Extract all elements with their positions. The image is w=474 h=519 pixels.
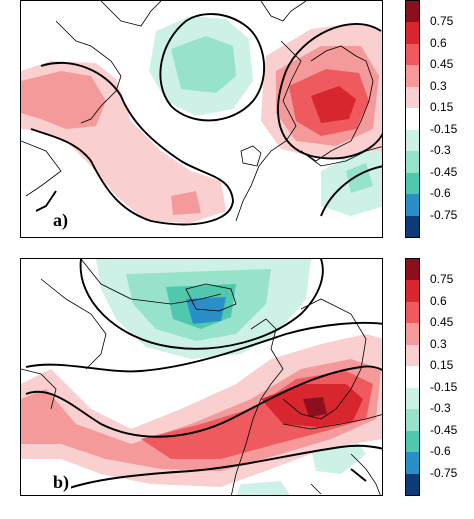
colorbar-tick-label: -0.6 bbox=[430, 444, 451, 459]
colorbar-segment bbox=[406, 430, 419, 453]
colorbar-tick-label: 0.3 bbox=[430, 78, 447, 93]
coastlines-b bbox=[21, 259, 382, 495]
colorbar-tick-label: 0.15 bbox=[430, 100, 454, 115]
colorbar-segment bbox=[406, 1, 419, 23]
colorbar-segment bbox=[406, 473, 419, 495]
colorbar-tick-label: -0.75 bbox=[430, 207, 458, 222]
map-panel-a: a) 0.75 0.6 0.45 0.3 0.15 -0.15 -0.3 -0.45 -0.6 -… bbox=[0, 0, 474, 246]
colorbar-tick-label: -0.75 bbox=[430, 465, 458, 480]
colorbar-tick-label: 0.6 bbox=[430, 35, 447, 50]
colorbar-segment bbox=[406, 172, 419, 195]
colorbar-segment bbox=[406, 194, 419, 216]
positive-anomaly-med-peak bbox=[303, 397, 327, 417]
colorbar-tick-label: 0.3 bbox=[430, 336, 447, 351]
colorbar-tick-label: -0.3 bbox=[430, 143, 451, 158]
positive-anomaly-azores bbox=[171, 191, 201, 215]
colorbar-segment bbox=[406, 43, 419, 66]
contours-a bbox=[30, 13, 382, 226]
colorbar-tick-label: 0.75 bbox=[430, 272, 454, 287]
colorbar-tick-label: 0.45 bbox=[430, 57, 454, 72]
colorbar-tick-label: -0.45 bbox=[430, 422, 458, 437]
panel-label-a: a) bbox=[51, 210, 70, 230]
colorbar-segment bbox=[406, 452, 419, 474]
colorbar-tick-label: -0.3 bbox=[430, 401, 451, 416]
colorbar-segment bbox=[406, 323, 419, 345]
colorbar-tick-label: 0.45 bbox=[430, 315, 454, 330]
colorbar-segment bbox=[406, 366, 419, 388]
contours-b bbox=[25, 259, 382, 492]
colorbar-segment bbox=[406, 280, 419, 302]
colorbar-segment bbox=[406, 301, 419, 324]
colorbar-segment bbox=[406, 151, 419, 173]
colorbar-segment bbox=[406, 259, 419, 281]
colorbar-tick-label: 0.75 bbox=[430, 14, 454, 29]
colorbar-tick-label: -0.15 bbox=[430, 121, 458, 136]
colorbar-tick-label: -0.15 bbox=[430, 379, 458, 394]
coastlines-a bbox=[21, 1, 382, 222]
panel-label-b: b) bbox=[51, 472, 72, 492]
colorbar-segment bbox=[406, 22, 419, 44]
colorbar-segment bbox=[406, 409, 419, 431]
colorbar-segment bbox=[406, 344, 419, 367]
positive-anomaly-west-core bbox=[21, 71, 106, 129]
colorbar-tick-label: -0.45 bbox=[430, 164, 458, 179]
negative-anomaly-iceland-peak bbox=[186, 297, 226, 324]
negative-anomaly-south bbox=[236, 481, 290, 495]
map-panel-b: b) 0.75 0.6 0.45 0.3 0.15 -0.15 -0.3 -0.45 -0.6 -… bbox=[0, 258, 474, 504]
positive-anomaly-europe-peak bbox=[311, 86, 356, 123]
map-a-graphic bbox=[21, 1, 382, 226]
colorbar-segment bbox=[406, 108, 419, 130]
colorbar-tick-label: 0.15 bbox=[430, 358, 454, 373]
colorbar-segment bbox=[406, 387, 419, 410]
colorbar-segment bbox=[406, 215, 419, 237]
colorbar-segment bbox=[406, 129, 419, 152]
negative-anomaly-iceland-core bbox=[171, 36, 236, 93]
colorbar-a bbox=[405, 0, 420, 238]
colorbar-segment bbox=[406, 86, 419, 109]
colorbar-tick-label: -0.6 bbox=[430, 186, 451, 201]
colorbar-b bbox=[405, 258, 420, 496]
map-b-graphic bbox=[21, 259, 382, 495]
colorbar-tick-label: 0.6 bbox=[430, 293, 447, 308]
map-a: a) bbox=[20, 0, 383, 238]
colorbar-segment bbox=[406, 65, 419, 87]
map-b: b) bbox=[20, 258, 383, 496]
